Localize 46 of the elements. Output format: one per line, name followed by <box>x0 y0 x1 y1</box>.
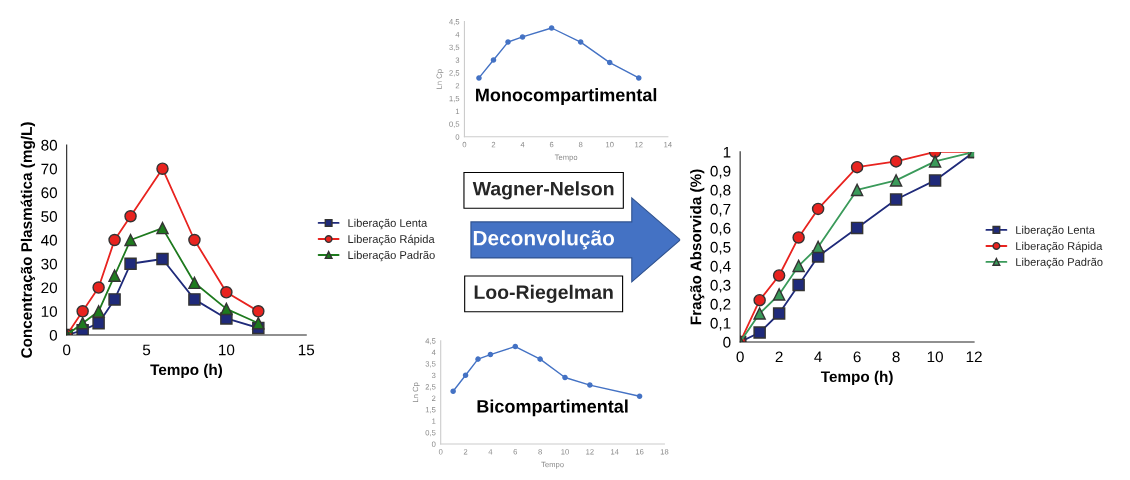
x-tick-label: 10 <box>927 351 943 363</box>
y-tick-label: 30 <box>41 258 58 270</box>
text: Deconvolução <box>473 230 615 250</box>
y-axis-title: Concentração Plasmática (mg/L) <box>20 122 36 358</box>
x-tick-label: 0 <box>736 351 744 363</box>
legend-label: Liberação Lenta <box>348 218 428 230</box>
y-tick-label: 0 <box>723 336 731 348</box>
y-tick-label: 0 <box>49 329 58 341</box>
y-tick-label: 40 <box>41 234 58 246</box>
x-tick-label: 15 <box>298 344 315 356</box>
y-tick-label: 10 <box>41 306 58 317</box>
y-tick-label: 60 <box>41 187 58 199</box>
y-tick-label: 70 <box>41 163 58 175</box>
x-tick-label: 4 <box>814 351 822 363</box>
annotation: Bicompartimental <box>477 399 628 417</box>
x-axis-title: Tempo (h) <box>150 363 223 379</box>
x-tick-label: 8 <box>892 351 900 363</box>
y-tick-label: 0,2 <box>710 298 731 312</box>
x-tick-label: 2 <box>775 351 783 363</box>
y-tick-label: 0,8 <box>710 184 731 198</box>
y-tick-label: 0,1 <box>710 317 731 331</box>
text: Loo-Riegelman <box>474 284 613 303</box>
y-tick-label: 80 <box>41 139 58 151</box>
legend-label: Liberação Rápida <box>1016 241 1103 253</box>
text: Wagner-Nelson <box>472 181 614 200</box>
x-tick-label: 6 <box>853 351 861 363</box>
y-tick-label: 20 <box>41 282 58 294</box>
legend-label: Liberação Padrão <box>348 250 435 262</box>
x-axis-title: Tempo (h) <box>820 370 893 386</box>
y-tick-label: 1 <box>723 146 731 158</box>
x-tick-label: 5 <box>142 344 151 356</box>
y-tick-label: 0,3 <box>710 279 731 293</box>
legend-label: Liberação Rápida <box>348 234 435 246</box>
y-axis-title: Fração Absorvida (%) <box>690 169 705 325</box>
y-tick-label: 0,4 <box>710 260 731 274</box>
y-tick-label: 0,7 <box>710 203 731 217</box>
y-tick-label: 0,9 <box>710 165 731 179</box>
x-tick-label: 12 <box>966 351 982 363</box>
legend-label: Liberação Padrão <box>1016 257 1103 269</box>
annotation: Monocompartimental <box>476 88 657 105</box>
x-tick-label: 10 <box>219 344 235 356</box>
y-tick-label: 0,5 <box>710 241 731 255</box>
x-tick-label: 0 <box>63 344 71 356</box>
legend-label: Liberação Lenta <box>1016 225 1095 237</box>
y-tick-label: 50 <box>41 211 58 222</box>
y-tick-label: 0,6 <box>710 222 731 236</box>
